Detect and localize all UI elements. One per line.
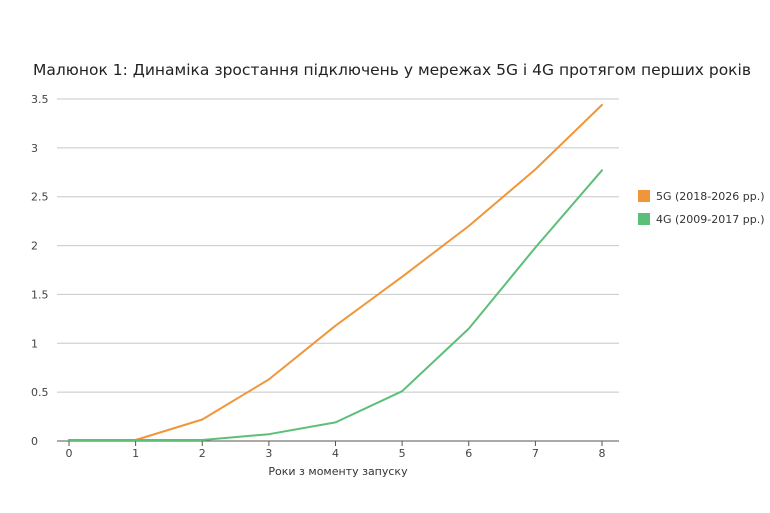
x-tick-label: 4 [332,447,339,460]
x-tick-label: 8 [599,447,606,460]
y-tick-label: 1 [31,337,38,350]
y-axis-ticks: 0 0.5 1 1.5 2 2.5 3 3.5 [31,93,49,448]
x-tick-label: 3 [265,447,272,460]
x-tick-label: 5 [399,447,406,460]
legend-label: 4G (2009-2017 рр.) [656,213,765,226]
y-tick-label: 2 [31,240,38,253]
y-tick-label: 1.5 [31,288,49,301]
series-line-5g [68,103,603,441]
x-axis-ticks: 0 1 2 3 4 5 6 7 8 [66,441,606,460]
y-tick-label: 3.5 [31,93,49,106]
y-tick-label: 0 [31,435,38,448]
grid [57,98,619,393]
y-tick-label: 0.5 [31,386,49,399]
x-tick-label: 1 [132,447,139,460]
x-tick-label: 6 [465,447,472,460]
series-line-4g [68,169,603,441]
x-tick-label: 7 [532,447,539,460]
series-lines [68,103,603,441]
y-tick-label: 3 [31,142,38,155]
legend-swatch [638,190,650,202]
x-axis-label: Роки з моменту запуску [268,465,408,478]
x-tick-label: 2 [199,447,206,460]
x-tick-label: 0 [66,447,73,460]
chart-title: Малюнок 1: Динаміка зростання підключень… [33,61,751,79]
legend-label: 5G (2018-2026 рр.) [656,190,765,203]
legend: 5G (2018-2026 рр.) 4G (2009-2017 рр.) [638,190,765,226]
y-tick-label: 2.5 [31,191,49,204]
legend-swatch [638,213,650,225]
